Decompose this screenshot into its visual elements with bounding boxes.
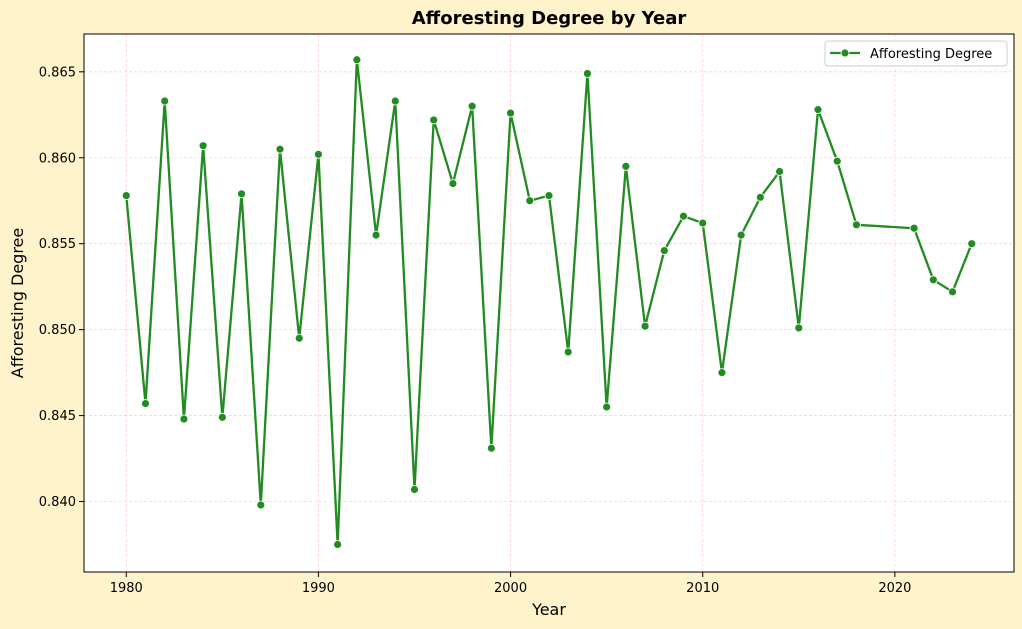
data-point bbox=[698, 218, 708, 228]
data-point bbox=[525, 196, 535, 206]
data-point bbox=[506, 108, 515, 118]
data-point bbox=[948, 287, 957, 297]
data-point bbox=[467, 101, 477, 111]
data-point bbox=[429, 115, 439, 125]
data-point bbox=[486, 443, 496, 453]
data-point bbox=[679, 211, 688, 221]
data-point bbox=[755, 192, 765, 202]
data-point bbox=[659, 246, 669, 255]
y-tick-label: 0.845 bbox=[39, 409, 76, 424]
data-point bbox=[717, 368, 727, 378]
data-point bbox=[852, 220, 861, 230]
x-axis-title: Year bbox=[531, 600, 566, 619]
data-point bbox=[928, 275, 938, 285]
data-point bbox=[794, 323, 804, 333]
data-point bbox=[736, 230, 746, 240]
x-tick-label: 2020 bbox=[878, 581, 911, 596]
series-layer bbox=[121, 55, 977, 549]
data-point bbox=[832, 156, 842, 166]
data-point bbox=[563, 347, 573, 357]
chart-title: Afforesting Degree by Year bbox=[412, 8, 687, 29]
data-point bbox=[237, 189, 246, 199]
data-point bbox=[198, 141, 208, 151]
data-point bbox=[640, 321, 650, 331]
data-point bbox=[179, 414, 189, 424]
plot-area bbox=[84, 34, 1014, 572]
legend-label: Afforesting Degree bbox=[870, 47, 992, 62]
data-point bbox=[141, 399, 150, 408]
x-axis: 1980 1990 2000 2010 2020 bbox=[110, 572, 911, 596]
data-point bbox=[352, 55, 362, 65]
x-tick-label: 1980 bbox=[110, 581, 143, 596]
x-tick-label: 2010 bbox=[686, 581, 719, 596]
data-point bbox=[121, 191, 131, 200]
legend-marker-swatch bbox=[840, 48, 850, 58]
data-point bbox=[544, 191, 554, 200]
data-point bbox=[390, 96, 400, 106]
data-point bbox=[602, 402, 612, 412]
y-tick-label: 0.860 bbox=[39, 151, 76, 166]
data-point bbox=[909, 223, 919, 233]
y-axis-title: Afforesting Degree bbox=[8, 228, 27, 379]
data-point bbox=[294, 333, 304, 343]
y-tick-label: 0.855 bbox=[39, 237, 76, 252]
data-point bbox=[967, 239, 977, 249]
data-point bbox=[333, 540, 343, 549]
data-point bbox=[256, 500, 266, 510]
legend: Afforesting Degree bbox=[824, 40, 1008, 67]
data-point bbox=[275, 144, 285, 154]
data-point bbox=[621, 161, 631, 171]
data-point bbox=[410, 485, 419, 494]
y-axis: 0.840 0.845 0.850 0.855 0.860 0.865 bbox=[39, 65, 84, 510]
y-tick-label: 0.850 bbox=[39, 323, 76, 338]
data-point bbox=[217, 412, 227, 422]
grid bbox=[84, 34, 1014, 572]
data-point bbox=[448, 179, 458, 188]
data-point bbox=[314, 149, 323, 159]
data-point bbox=[371, 230, 381, 240]
y-tick-label: 0.840 bbox=[39, 495, 76, 510]
data-point bbox=[813, 105, 823, 115]
data-point bbox=[775, 167, 784, 176]
data-point bbox=[583, 69, 592, 78]
plot-frame bbox=[83, 33, 1015, 573]
data-point bbox=[160, 96, 170, 106]
y-tick-label: 0.865 bbox=[39, 65, 76, 80]
legend-box bbox=[824, 40, 1008, 67]
x-tick-label: 2000 bbox=[494, 581, 527, 596]
x-tick-label: 1990 bbox=[302, 581, 335, 596]
